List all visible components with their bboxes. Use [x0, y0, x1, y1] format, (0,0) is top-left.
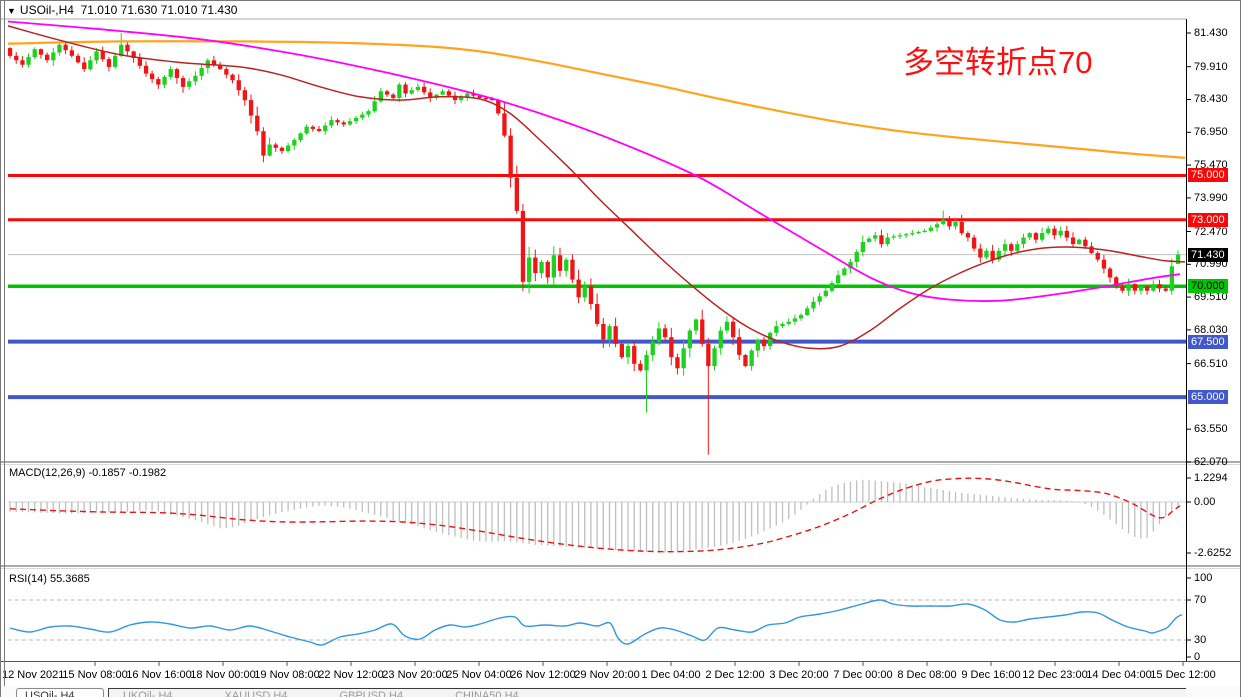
time-axis-label: 26 Nov 12:00	[510, 669, 576, 681]
time-axis-label: 15 Nov 08:00	[62, 669, 128, 681]
price-level-badge: 71.430	[1188, 247, 1228, 262]
time-axis-label: 12 Dec 23:00	[1022, 669, 1088, 681]
tab-item[interactable]: GBPUSD,H4	[339, 690, 404, 697]
price-tick-label: 68.030	[1194, 323, 1228, 336]
time-axis-label: 16 Nov 16:00	[126, 669, 192, 681]
price-tick-label: 79.910	[1194, 60, 1228, 73]
tab-item[interactable]: CHINA50,H4	[455, 690, 519, 697]
frame-left-inner	[4, 0, 5, 686]
ohlc-values: 71.010 71.630 71.010 71.430	[80, 3, 238, 17]
tab-item[interactable]: XAUUSD,H4	[224, 690, 288, 697]
time-axis-label: 22 Nov 12:00	[318, 669, 384, 681]
time-axis-label: 1 Dec 04:00	[641, 669, 701, 681]
price-level-badge: 67.500	[1188, 334, 1228, 349]
price-tick-label: 78.430	[1194, 93, 1228, 106]
time-axis-label: 23 Nov 20:00	[382, 669, 448, 681]
time-axis-label: 14 Dec 04:00	[1086, 669, 1152, 681]
rsi-tick-label: 70	[1194, 594, 1207, 606]
price-level-badge: 65.000	[1188, 390, 1228, 405]
price-level-badge: 75.000	[1188, 168, 1228, 183]
rsi-tick-label: 30	[1194, 634, 1207, 646]
time-axis-label: 29 Nov 20:00	[574, 669, 640, 681]
macd-tick-label: -2.6252	[1194, 547, 1232, 559]
time-axis-label: 3 Dec 20:00	[769, 669, 829, 681]
price-tick-label: 73.990	[1194, 191, 1228, 204]
price-tick-label: 62.070	[1194, 456, 1228, 468]
price-tick-label: 75.470	[1194, 159, 1228, 172]
price-level-badge: 73.000	[1188, 212, 1228, 227]
price-level-badge: 70.000	[1188, 279, 1228, 294]
macd-tick-label: 1.2294	[1194, 472, 1228, 484]
price-tick-label: 66.510	[1194, 357, 1228, 370]
frame-top	[0, 0, 1241, 1]
tab-item[interactable]: UKOil-,H4	[123, 690, 173, 697]
bottom-tab-bar: USOil-,H4 UKOil-,H4 XAUUSD,H4 GBPUSD,H4 CHI…	[0, 686, 1241, 697]
time-axis-label: 19 Nov 08:00	[254, 669, 320, 681]
time-axis-label: 7 Dec 00:00	[833, 669, 893, 681]
rsi-tick-label: 0	[1194, 651, 1201, 663]
time-axis-label: 15 Dec 12:00	[1150, 669, 1216, 681]
chart-header: ▼ USOil-,H4 71.010 71.630 71.010 71.430	[7, 3, 237, 17]
time-axis-label: 18 Nov 00:00	[190, 669, 256, 681]
rsi-panel-label: RSI(14) 55.3685	[9, 573, 90, 585]
time-axis-label: 25 Nov 04:00	[446, 669, 512, 681]
frame-left-outer	[0, 0, 1, 697]
price-tick-label: 81.430	[1194, 27, 1228, 39]
rsi-tick-label: 100	[1194, 572, 1213, 584]
time-axis-label: 9 Dec 16:00	[961, 669, 1021, 681]
macd-panel-label: MACD(12,26,9) -0.1857 -0.1982	[9, 467, 167, 479]
annotation-text: 多空转折点70	[903, 45, 1093, 80]
tab-active-usoil[interactable]: USOil-,H4	[16, 688, 104, 697]
symbol-dropdown-icon[interactable]: ▼	[7, 6, 16, 16]
time-axis-label: 2 Dec 12:00	[705, 669, 765, 681]
tab-strip-others[interactable]: UKOil-,H4 XAUUSD,H4 GBPUSD,H4 CHINA50,H4	[108, 688, 1186, 697]
price-tick-label: 72.470	[1194, 225, 1228, 238]
price-tick-label: 76.950	[1194, 126, 1228, 139]
time-axis-label: 12 Nov 2021	[2, 669, 65, 681]
time-axis-label: 8 Dec 08:00	[897, 669, 957, 681]
macd-tick-label: 0.00	[1194, 496, 1216, 508]
price-tick-label: 69.510	[1194, 291, 1228, 304]
price-tick-label: 63.550	[1194, 423, 1228, 436]
symbol-name: USOil-,H4	[19, 3, 74, 17]
